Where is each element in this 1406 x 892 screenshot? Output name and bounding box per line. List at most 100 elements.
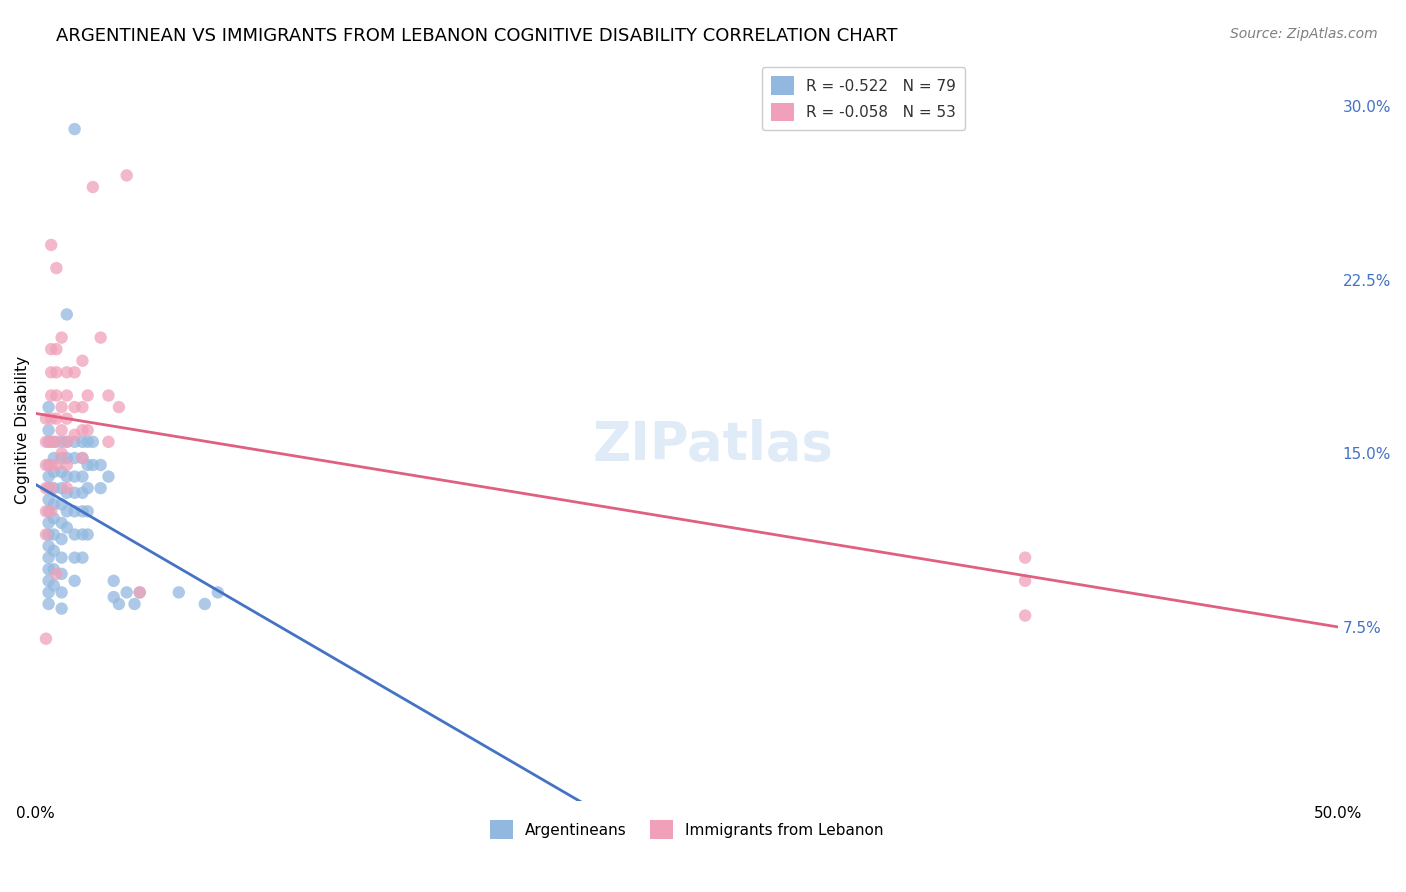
Point: [42, 578, 65, 592]
Point: [56, 450, 79, 465]
Y-axis label: Cognitive Disability: Cognitive Disability: [15, 356, 30, 504]
Point: [42, 481, 65, 495]
Point: [56, 411, 79, 425]
Point: [128, 585, 150, 599]
Point: [51, 532, 73, 546]
Point: [42, 497, 65, 511]
Point: [51, 601, 73, 615]
Point: [63, 550, 86, 565]
Point: [56, 365, 79, 379]
Point: [38, 434, 60, 449]
Point: [76, 527, 98, 541]
Point: [72, 423, 94, 437]
Point: [39, 365, 62, 379]
Point: [82, 458, 104, 472]
Point: [51, 481, 73, 495]
Point: [56, 504, 79, 518]
Point: [167, 585, 190, 599]
Point: [63, 365, 86, 379]
Text: ZIPatlas: ZIPatlas: [592, 419, 832, 471]
Point: [72, 504, 94, 518]
Point: [38, 516, 60, 530]
Point: [51, 585, 73, 599]
Point: [56, 388, 79, 402]
Point: [38, 469, 60, 483]
Point: [1014, 574, 1036, 588]
Point: [35, 458, 58, 472]
Point: [35, 481, 58, 495]
Point: [207, 585, 229, 599]
Point: [38, 539, 60, 553]
Point: [35, 632, 58, 646]
Point: [97, 469, 120, 483]
Point: [35, 527, 58, 541]
Point: [82, 434, 104, 449]
Point: [103, 590, 125, 604]
Point: [39, 238, 62, 252]
Point: [56, 485, 79, 500]
Point: [38, 492, 60, 507]
Point: [51, 550, 73, 565]
Point: [39, 342, 62, 356]
Point: [51, 516, 73, 530]
Point: [42, 543, 65, 558]
Point: [115, 169, 138, 183]
Point: [45, 342, 67, 356]
Point: [72, 353, 94, 368]
Point: [128, 585, 150, 599]
Point: [115, 585, 138, 599]
Point: [56, 434, 79, 449]
Point: [42, 527, 65, 541]
Point: [39, 504, 62, 518]
Text: ARGENTINEAN VS IMMIGRANTS FROM LEBANON COGNITIVE DISABILITY CORRELATION CHART: ARGENTINEAN VS IMMIGRANTS FROM LEBANON C…: [56, 27, 898, 45]
Point: [51, 497, 73, 511]
Point: [39, 434, 62, 449]
Point: [97, 434, 120, 449]
Point: [45, 566, 67, 581]
Point: [72, 469, 94, 483]
Point: [63, 485, 86, 500]
Point: [39, 388, 62, 402]
Point: [38, 585, 60, 599]
Point: [56, 481, 79, 495]
Point: [51, 566, 73, 581]
Point: [35, 504, 58, 518]
Point: [51, 400, 73, 414]
Point: [38, 504, 60, 518]
Point: [42, 434, 65, 449]
Point: [38, 400, 60, 414]
Point: [39, 481, 62, 495]
Point: [38, 550, 60, 565]
Point: [51, 330, 73, 344]
Point: [45, 411, 67, 425]
Point: [103, 574, 125, 588]
Point: [56, 458, 79, 472]
Point: [38, 597, 60, 611]
Point: [39, 458, 62, 472]
Point: [63, 469, 86, 483]
Point: [82, 180, 104, 194]
Point: [56, 469, 79, 483]
Point: [124, 597, 146, 611]
Point: [63, 400, 86, 414]
Point: [56, 520, 79, 534]
Point: [51, 423, 73, 437]
Point: [76, 481, 98, 495]
Point: [42, 562, 65, 576]
Point: [63, 527, 86, 541]
Point: [35, 411, 58, 425]
Point: [51, 434, 73, 449]
Point: [35, 434, 58, 449]
Point: [72, 400, 94, 414]
Point: [38, 527, 60, 541]
Point: [56, 307, 79, 321]
Point: [76, 388, 98, 402]
Legend: Argentineans, Immigrants from Lebanon: Argentineans, Immigrants from Lebanon: [484, 814, 890, 845]
Point: [51, 446, 73, 460]
Point: [63, 574, 86, 588]
Point: [45, 261, 67, 276]
Point: [72, 450, 94, 465]
Point: [63, 434, 86, 449]
Point: [97, 388, 120, 402]
Point: [72, 550, 94, 565]
